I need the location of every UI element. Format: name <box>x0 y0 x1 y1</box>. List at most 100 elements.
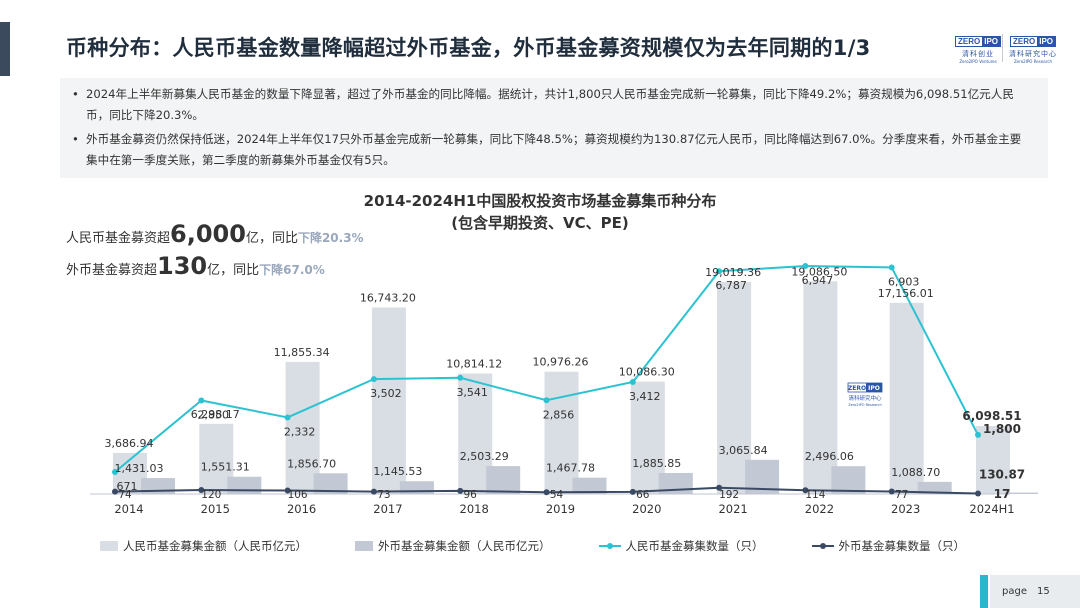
foreign-count-point <box>457 487 464 494</box>
rmb-amount-label: 11,855.34 <box>274 346 330 359</box>
foreign-amount-label: 1,885.85 <box>632 457 681 470</box>
foreign-count-point <box>629 488 636 495</box>
rmb-count-point <box>370 376 377 383</box>
logo-divider <box>1002 34 1003 62</box>
foreign-count-label: 77 <box>895 489 908 501</box>
rmb-count-label: 6,787 <box>715 279 747 292</box>
rmb-count-label: 2,856 <box>543 408 575 421</box>
foreign-amount-bar <box>572 477 607 494</box>
zero2ipo-research-logo: ZERO IPO 清科研究中心 Zero2IPO Research <box>1009 36 1057 64</box>
foreign-count-point <box>112 488 118 495</box>
rmb-fundraising-callout: 人民币基金募资超6,000亿，同比下降20.3% <box>66 220 364 248</box>
rmb-count-label: 3,502 <box>370 387 402 400</box>
chart-subtitle: (包含早期投资、VC、PE) <box>451 214 629 232</box>
rmb-amount-bar <box>371 307 406 494</box>
rmb-count-label: 671 <box>117 480 138 493</box>
rmb-amount-bar <box>285 361 320 494</box>
foreign-count-point <box>284 487 291 494</box>
legend-rmb-count: 人民币基金募集数量（只） <box>598 538 764 554</box>
page-label: page <box>1002 586 1027 597</box>
foreign-amount-label: 1,551.31 <box>201 461 250 474</box>
rmb-count-point <box>629 379 636 386</box>
foreign-count-point <box>543 489 550 496</box>
watermark-logo-text: ZERO <box>848 385 866 392</box>
foreign-fundraising-callout: 外币基金募资超130亿，同比下降67.0% <box>66 252 325 280</box>
foreign-count-label: 106 <box>288 489 308 501</box>
foreign-count-label: 192 <box>719 489 739 501</box>
foreign-count-label: 96 <box>464 489 478 501</box>
rmb-amount-bar <box>717 282 752 494</box>
rmb-count-point <box>112 468 118 475</box>
rmb-count-label: 1,800 <box>983 422 1021 436</box>
foreign-amount-label: 1,431.03 <box>115 462 164 475</box>
rmb-amount-label: 10,086.30 <box>619 366 675 379</box>
title-accent-bar <box>0 22 10 76</box>
x-tick-label: 2016 <box>287 502 316 516</box>
chart-legend: 人民币基金募集金额（人民币亿元） 外币基金募集金额（人民币亿元） 人民币基金募集… <box>100 538 965 554</box>
x-tick-label: 2017 <box>373 502 402 516</box>
foreign-amount-bar <box>831 466 866 494</box>
rmb-amount-bar <box>889 302 924 494</box>
rmb-count-label: 2,850 <box>198 408 230 421</box>
legend-foreign-count: 外币基金募集数量（只） <box>811 538 965 554</box>
x-tick-label: 2023 <box>891 502 920 516</box>
foreign-amount-label: 1,856.70 <box>287 457 336 470</box>
rmb-count-point <box>716 268 723 275</box>
x-tick-label: 2021 <box>718 502 747 516</box>
bullet-item: • 外币基金募资仍然保持低迷，2024年上半年仅17只外币基金完成新一轮募集，同比… <box>72 132 1022 167</box>
legend-foreign-amount: 外币基金募集金额（人民币亿元） <box>355 538 551 554</box>
rmb-count-label: 3,412 <box>629 390 661 403</box>
chart-title: 2014-2024H1中国股权投资市场基金募集币种分布 <box>363 192 717 210</box>
watermark-logo-text: 清科研究中心 <box>848 394 882 402</box>
foreign-count-point <box>198 487 205 494</box>
foreign-count-label: 114 <box>805 489 825 501</box>
foreign-count-label: 54 <box>550 489 564 501</box>
x-tick-label: 2022 <box>805 502 834 516</box>
rmb-amount-bar <box>803 281 838 494</box>
rmb-count-point <box>975 431 981 438</box>
summary-bullets: • 2024年上半年新募集人民币基金的数量下降显著，超过了外币基金的同比降幅。据统… <box>60 78 1048 178</box>
rmb-amount-label: 19,086.50 <box>791 265 847 278</box>
rmb-amount-bar <box>544 371 579 494</box>
rmb-count-label: 3,541 <box>456 386 488 399</box>
x-tick-label: 2024H1 <box>969 502 1014 516</box>
x-tick-label: 2015 <box>201 502 230 516</box>
rmb-count-label: 6,947 <box>802 274 834 287</box>
watermark-logo-text: Zero2IPO Research <box>848 403 881 407</box>
foreign-amount-bar <box>313 473 348 494</box>
legend-rmb-amount: 人民币基金募集金额（人民币亿元） <box>100 538 307 554</box>
foreign-amount-bar <box>227 476 262 494</box>
page-number-box: page 15 <box>990 575 1080 608</box>
watermark-logo-fill <box>866 383 882 392</box>
x-tick-label: 2018 <box>460 502 489 516</box>
rmb-count-label: 6,903 <box>888 275 920 288</box>
foreign-amount-bar <box>917 481 952 494</box>
bullet-item: • 2024年上半年新募集人民币基金的数量下降显著，超过了外币基金的同比降幅。据统… <box>72 87 1014 122</box>
rmb-amount-label: 6,098.51 <box>962 409 1021 423</box>
foreign-count-point <box>370 488 377 495</box>
foreign-count-point <box>716 484 723 491</box>
foreign-count-label: 120 <box>201 489 221 501</box>
foreign-count-label: 66 <box>636 489 650 501</box>
foreign-amount-label: 1,088.70 <box>891 466 940 479</box>
rmb-count-point <box>802 262 809 269</box>
footer-accent-bar <box>980 575 988 608</box>
rmb-count-point <box>888 264 895 271</box>
foreign-amount-label: 2,496.06 <box>805 450 854 463</box>
foreign-count-label: 17 <box>994 487 1011 501</box>
foreign-amount-label: 1,145.53 <box>373 465 422 478</box>
foreign-count-point <box>888 488 895 495</box>
rmb-amount-label: 17,156.01 <box>878 287 934 300</box>
rmb-count-point <box>198 397 205 404</box>
rmb-amount-label: 16,743.20 <box>360 291 416 304</box>
foreign-amount-label: 1,467.78 <box>546 462 595 475</box>
foreign-count-label: 74 <box>118 489 132 501</box>
zero2ipo-ventures-logo: ZERO IPO 清科创业 Zero2IPO Ventures <box>955 36 1002 64</box>
page-title: 币种分布：人民币基金数量降幅超过外币基金，外币基金募资规模仅为去年同期的1/3 <box>66 36 871 60</box>
watermark-logo-text: IPO <box>868 385 880 392</box>
rmb-count-label: 2,332 <box>284 425 316 438</box>
foreign-amount-bar <box>1004 492 1038 494</box>
page-number: 15 <box>1036 586 1050 597</box>
rmb-amount-label: 10,976.26 <box>533 356 589 369</box>
